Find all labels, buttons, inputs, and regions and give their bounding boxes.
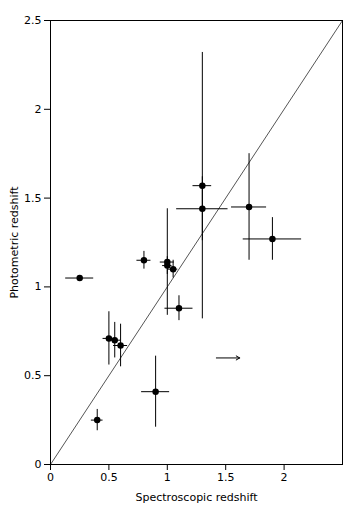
- svg-text:2.5: 2.5: [24, 14, 42, 27]
- svg-text:1.5: 1.5: [217, 471, 235, 484]
- svg-text:Spectroscopic redshift: Spectroscopic redshift: [136, 491, 259, 504]
- svg-text:0: 0: [35, 458, 42, 471]
- svg-text:0.5: 0.5: [100, 471, 118, 484]
- svg-text:2: 2: [35, 103, 42, 116]
- svg-text:0.5: 0.5: [24, 369, 42, 382]
- svg-text:1: 1: [35, 280, 42, 293]
- svg-text:Photometric redshift: Photometric redshift: [8, 186, 21, 299]
- svg-text:2: 2: [281, 471, 288, 484]
- svg-text:1: 1: [164, 471, 171, 484]
- svg-text:0: 0: [47, 471, 54, 484]
- svg-text:1.5: 1.5: [24, 192, 42, 205]
